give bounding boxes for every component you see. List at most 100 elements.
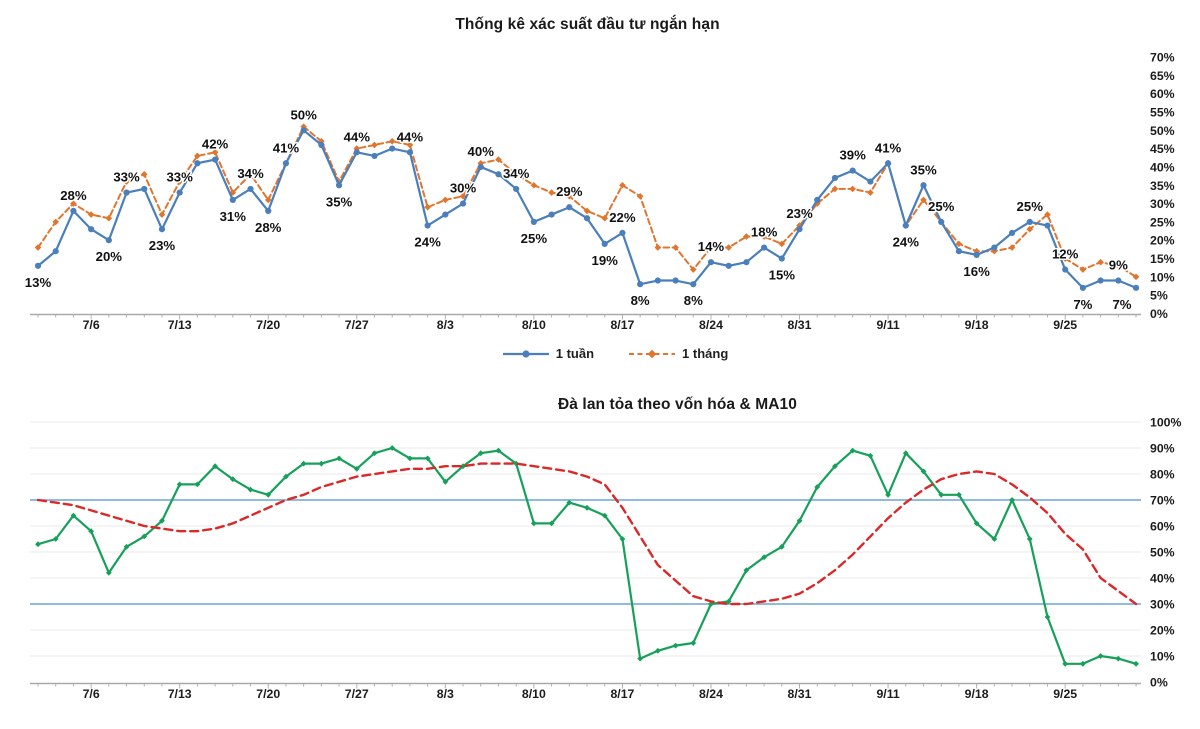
svg-text:7%: 7% [1112,297,1131,312]
svg-text:8/10: 8/10 [522,318,546,332]
svg-text:28%: 28% [255,220,282,235]
svg-text:100%: 100% [1150,416,1182,430]
svg-text:30%: 30% [1150,598,1175,612]
svg-text:8/10: 8/10 [522,687,546,701]
svg-text:23%: 23% [149,238,176,253]
svg-text:13%: 13% [25,275,52,290]
svg-text:0%: 0% [1150,307,1168,321]
svg-text:22%: 22% [609,210,636,225]
svg-text:33%: 33% [166,170,193,185]
svg-text:8/24: 8/24 [699,318,723,332]
svg-text:20%: 20% [96,249,123,264]
svg-text:9/18: 9/18 [965,687,989,701]
svg-text:8/24: 8/24 [699,687,723,701]
svg-text:18%: 18% [751,225,778,240]
svg-text:24%: 24% [893,235,920,250]
svg-text:0%: 0% [1150,676,1168,690]
bottom-chart-title: Đà lan tỏa theo vốn hóa & MA10 [558,396,797,413]
svg-text:9/11: 9/11 [876,318,899,332]
svg-text:35%: 35% [1150,179,1175,193]
svg-text:40%: 40% [468,144,495,159]
svg-text:44%: 44% [397,129,424,144]
svg-text:12%: 12% [1052,247,1079,262]
svg-text:25%: 25% [928,199,955,214]
svg-text:60%: 60% [1150,520,1175,534]
svg-text:8/3: 8/3 [437,318,454,332]
svg-text:14%: 14% [698,239,725,254]
svg-text:80%: 80% [1150,468,1175,482]
svg-text:44%: 44% [344,129,371,144]
week-line-marker-icon [502,349,549,358]
legend-item-1-tuan: 1 tuần [502,346,594,361]
svg-text:41%: 41% [273,140,300,155]
svg-text:7/6: 7/6 [83,318,100,332]
legend-item-1-thang: 1 tháng [628,346,728,361]
svg-text:7/27: 7/27 [345,318,369,332]
svg-text:8/17: 8/17 [610,318,634,332]
svg-text:50%: 50% [1150,124,1175,138]
svg-text:29%: 29% [556,184,583,199]
svg-text:8%: 8% [684,293,703,308]
svg-text:40%: 40% [1150,160,1175,174]
svg-text:8/31: 8/31 [788,318,812,332]
svg-text:41%: 41% [875,140,902,155]
svg-text:19%: 19% [592,253,619,268]
svg-text:70%: 70% [1150,494,1175,508]
svg-text:8%: 8% [631,293,650,308]
svg-text:70%: 70% [1150,51,1175,65]
svg-text:20%: 20% [1150,624,1175,638]
svg-text:9%: 9% [1109,258,1128,273]
svg-text:9/25: 9/25 [1053,687,1077,701]
svg-text:8/3: 8/3 [437,687,454,701]
legend-label-1-tuan: 1 tuần [555,346,595,361]
svg-text:8/31: 8/31 [788,687,812,701]
svg-text:33%: 33% [113,170,140,185]
svg-text:40%: 40% [1150,572,1175,586]
svg-text:10%: 10% [1150,270,1175,284]
svg-text:7/27: 7/27 [345,687,369,701]
svg-text:30%: 30% [450,181,477,196]
svg-text:7/6: 7/6 [83,687,100,701]
svg-text:31%: 31% [220,209,247,224]
svg-text:7%: 7% [1073,297,1092,312]
svg-text:7/20: 7/20 [256,318,280,332]
svg-text:7/20: 7/20 [256,687,280,701]
svg-text:15%: 15% [1150,252,1175,266]
svg-text:50%: 50% [290,107,317,122]
svg-text:30%: 30% [1150,197,1175,211]
svg-text:9/18: 9/18 [965,318,989,332]
svg-text:24%: 24% [414,235,441,250]
svg-text:7/13: 7/13 [168,687,192,701]
svg-text:42%: 42% [202,137,229,152]
svg-text:5%: 5% [1150,289,1168,303]
svg-text:7/13: 7/13 [168,318,192,332]
svg-text:9/11: 9/11 [876,687,899,701]
svg-text:9/25: 9/25 [1053,318,1077,332]
svg-text:28%: 28% [60,188,87,203]
svg-text:23%: 23% [786,206,813,221]
svg-text:8/17: 8/17 [610,687,634,701]
svg-text:39%: 39% [839,148,866,163]
svg-text:25%: 25% [1150,215,1175,229]
top-chart-title: Thống kê xác suất đầu tư ngắn hạn [455,16,720,33]
svg-text:34%: 34% [237,166,264,181]
svg-text:90%: 90% [1150,442,1175,456]
svg-text:50%: 50% [1150,546,1175,560]
svg-text:20%: 20% [1150,234,1175,248]
svg-text:60%: 60% [1150,87,1175,101]
svg-text:10%: 10% [1150,650,1175,664]
svg-text:55%: 55% [1150,105,1175,119]
svg-text:16%: 16% [963,264,990,279]
svg-text:15%: 15% [769,268,796,283]
legend-label-1-thang: 1 tháng [682,346,729,361]
svg-text:35%: 35% [326,194,353,209]
svg-text:25%: 25% [1017,199,1044,214]
svg-text:65%: 65% [1150,69,1175,83]
svg-text:25%: 25% [521,231,548,246]
top-chart-legend: 1 tuần 1 tháng [60,346,1170,361]
svg-text:35%: 35% [910,162,937,177]
svg-text:45%: 45% [1150,142,1175,156]
svg-text:34%: 34% [503,166,530,181]
